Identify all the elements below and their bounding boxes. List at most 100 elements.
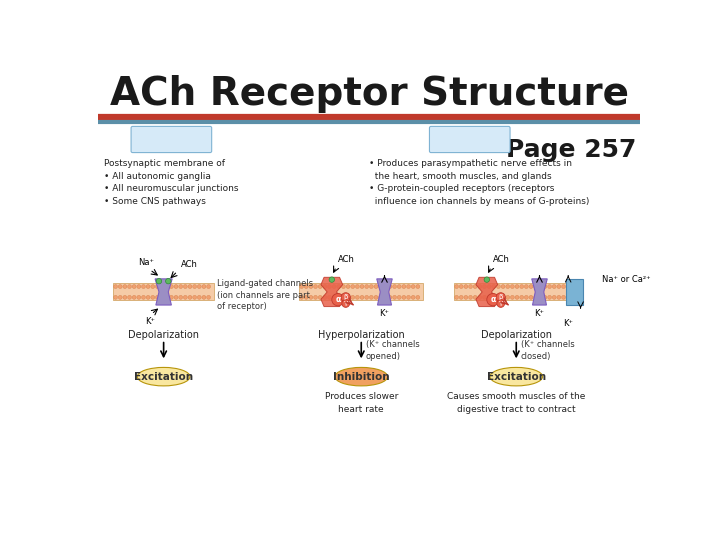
Circle shape bbox=[459, 295, 463, 299]
Circle shape bbox=[548, 285, 552, 288]
Circle shape bbox=[469, 295, 472, 299]
Circle shape bbox=[388, 295, 392, 299]
Circle shape bbox=[169, 285, 174, 288]
Circle shape bbox=[351, 285, 355, 288]
Bar bbox=[300, 284, 423, 300]
Circle shape bbox=[365, 285, 369, 288]
Text: γ: γ bbox=[499, 300, 503, 307]
Circle shape bbox=[548, 295, 552, 299]
Circle shape bbox=[365, 295, 369, 299]
Circle shape bbox=[197, 285, 201, 288]
Circle shape bbox=[341, 293, 351, 302]
Circle shape bbox=[534, 285, 538, 288]
Circle shape bbox=[207, 285, 210, 288]
Circle shape bbox=[169, 295, 174, 299]
Circle shape bbox=[487, 294, 499, 306]
Circle shape bbox=[524, 295, 528, 299]
Circle shape bbox=[328, 295, 331, 299]
Circle shape bbox=[179, 285, 183, 288]
Circle shape bbox=[566, 295, 570, 299]
Circle shape bbox=[454, 295, 459, 299]
Circle shape bbox=[562, 295, 565, 299]
Circle shape bbox=[193, 295, 197, 299]
Circle shape bbox=[388, 285, 392, 288]
Circle shape bbox=[464, 295, 468, 299]
Circle shape bbox=[146, 295, 150, 299]
Circle shape bbox=[497, 285, 500, 288]
Circle shape bbox=[496, 293, 505, 302]
Text: Nicotinic ACh
receptors: Nicotinic ACh receptors bbox=[141, 130, 202, 150]
Circle shape bbox=[383, 285, 387, 288]
Circle shape bbox=[374, 285, 378, 288]
Circle shape bbox=[552, 285, 556, 288]
Text: Excitation: Excitation bbox=[487, 372, 546, 382]
PathPatch shape bbox=[377, 279, 392, 305]
Circle shape bbox=[416, 295, 420, 299]
Circle shape bbox=[501, 285, 505, 288]
Circle shape bbox=[374, 295, 378, 299]
PathPatch shape bbox=[321, 278, 343, 307]
Circle shape bbox=[202, 285, 206, 288]
Circle shape bbox=[411, 285, 415, 288]
Circle shape bbox=[142, 295, 145, 299]
Circle shape bbox=[557, 295, 561, 299]
Circle shape bbox=[571, 285, 575, 288]
PathPatch shape bbox=[155, 279, 172, 305]
Circle shape bbox=[166, 279, 171, 284]
Circle shape bbox=[459, 285, 463, 288]
Circle shape bbox=[482, 285, 487, 288]
Text: (K⁺ channels
closed): (K⁺ channels closed) bbox=[521, 340, 575, 361]
Text: • Produces parasympathetic nerve effects in
  the heart, smooth muscles, and gla: • Produces parasympathetic nerve effects… bbox=[369, 159, 590, 206]
Circle shape bbox=[309, 285, 312, 288]
Text: γ: γ bbox=[343, 300, 348, 307]
Circle shape bbox=[207, 295, 210, 299]
Text: Postsynaptic membrane of
• All autonomic ganglia
• All neuromuscular junctions
•: Postsynaptic membrane of • All autonomic… bbox=[104, 159, 238, 206]
Circle shape bbox=[501, 295, 505, 299]
Circle shape bbox=[123, 295, 127, 299]
Circle shape bbox=[127, 285, 132, 288]
Circle shape bbox=[193, 285, 197, 288]
Circle shape bbox=[397, 295, 401, 299]
Circle shape bbox=[156, 295, 159, 299]
Circle shape bbox=[197, 295, 201, 299]
Circle shape bbox=[473, 295, 477, 299]
Circle shape bbox=[323, 285, 327, 288]
Circle shape bbox=[515, 285, 519, 288]
Circle shape bbox=[356, 295, 359, 299]
Circle shape bbox=[369, 295, 373, 299]
Circle shape bbox=[557, 285, 561, 288]
PathPatch shape bbox=[532, 279, 547, 305]
PathPatch shape bbox=[476, 278, 498, 307]
Ellipse shape bbox=[138, 367, 190, 386]
Circle shape bbox=[552, 295, 556, 299]
Circle shape bbox=[202, 295, 206, 299]
Circle shape bbox=[351, 295, 355, 299]
Circle shape bbox=[407, 285, 410, 288]
Circle shape bbox=[332, 294, 344, 306]
Circle shape bbox=[402, 295, 406, 299]
Circle shape bbox=[184, 295, 187, 299]
Circle shape bbox=[529, 295, 533, 299]
Circle shape bbox=[188, 285, 192, 288]
Circle shape bbox=[137, 285, 141, 288]
Circle shape bbox=[454, 285, 459, 288]
Circle shape bbox=[369, 285, 373, 288]
Circle shape bbox=[156, 285, 159, 288]
Circle shape bbox=[114, 295, 117, 299]
Circle shape bbox=[510, 285, 514, 288]
Circle shape bbox=[539, 295, 542, 299]
Circle shape bbox=[329, 277, 335, 282]
Circle shape bbox=[332, 295, 336, 299]
Circle shape bbox=[464, 285, 468, 288]
Circle shape bbox=[379, 295, 382, 299]
Circle shape bbox=[539, 285, 542, 288]
Circle shape bbox=[328, 285, 331, 288]
Circle shape bbox=[156, 279, 162, 284]
Circle shape bbox=[505, 285, 510, 288]
Circle shape bbox=[524, 285, 528, 288]
Circle shape bbox=[341, 295, 346, 299]
Circle shape bbox=[482, 295, 487, 299]
Circle shape bbox=[137, 295, 141, 299]
Circle shape bbox=[174, 285, 178, 288]
Circle shape bbox=[407, 295, 410, 299]
